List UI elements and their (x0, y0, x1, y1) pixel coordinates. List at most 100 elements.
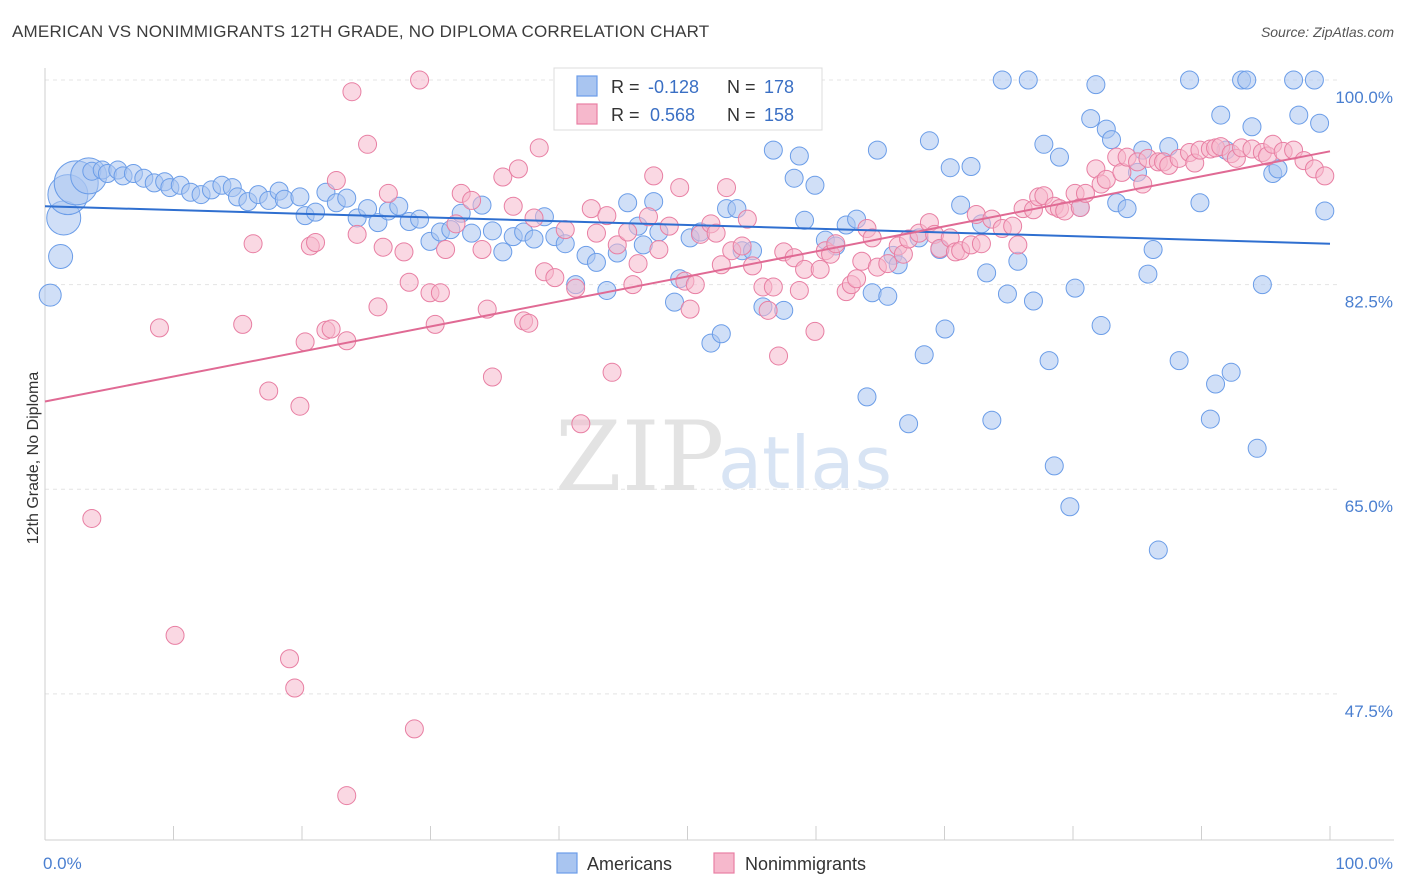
point-americans-94 (914, 345, 934, 365)
point-americans-80 (795, 210, 815, 230)
point-nonimmigrants-30 (436, 240, 456, 260)
point-nonimmigrants-20 (368, 297, 388, 317)
point-americans-103 (982, 410, 1002, 430)
point-nonimmigrants-45 (545, 268, 565, 288)
point-nonimmigrants-46 (555, 220, 575, 240)
point-americans-98 (940, 158, 960, 178)
point-americans-28 (290, 187, 310, 207)
point-nonimmigrants-25 (404, 719, 424, 739)
point-nonimmigrants-34 (472, 240, 492, 260)
point-americans-70 (711, 324, 731, 344)
point-americans-109 (1034, 134, 1054, 154)
point-americans-76 (763, 140, 783, 160)
point-nonimmigrants-76 (763, 277, 783, 297)
point-americans-139 (1242, 117, 1262, 137)
point-americans-95 (919, 131, 939, 151)
point-americans-132 (1200, 409, 1220, 429)
point-americans-47 (482, 221, 502, 241)
point-americans-120 (1101, 130, 1121, 150)
data-points (38, 70, 1335, 806)
point-nonimmigrants-52 (602, 362, 622, 382)
stat-n-label-nonimmigrants: N = (727, 105, 756, 125)
point-americans-144 (1284, 70, 1304, 90)
point-americans-107 (1018, 70, 1038, 90)
tick-labels: 47.5% 65.0% 82.5% 100.0% 0.0% 100.0% (43, 88, 1393, 873)
point-americans-147 (1310, 113, 1330, 133)
point-nonimmigrants-2 (165, 625, 185, 645)
point-nonimmigrants-41 (519, 313, 539, 333)
point-nonimmigrants-124 (1096, 169, 1116, 189)
point-nonimmigrants-24 (399, 272, 419, 292)
legend-swatch-americans (556, 852, 578, 874)
point-nonimmigrants-72 (737, 209, 757, 229)
chart-title: AMERICAN VS NONIMMIGRANTS 12TH GRADE, NO… (12, 22, 710, 41)
point-nonimmigrants-1 (149, 318, 169, 338)
point-nonimmigrants-23 (394, 242, 414, 262)
point-americans-130 (1180, 70, 1200, 90)
point-americans-51 (524, 229, 544, 249)
point-americans-99 (951, 195, 971, 215)
point-americans-104 (992, 70, 1012, 90)
stat-r-label-nonimmigrants: R = (611, 105, 640, 125)
point-americans-116 (1081, 109, 1101, 129)
point-americans-30 (306, 202, 326, 222)
point-americans-129 (1169, 351, 1189, 371)
point-nonimmigrants-77 (769, 346, 789, 366)
point-americans-1 (48, 244, 74, 270)
watermark-atlas: atlas (718, 421, 892, 505)
point-americans-102 (977, 263, 997, 283)
point-nonimmigrants-69 (717, 178, 737, 198)
point-americans-110 (1039, 351, 1059, 371)
point-nonimmigrants-11 (306, 233, 326, 253)
stat-r-label-americans: R = (611, 77, 640, 97)
point-americans-133 (1206, 374, 1226, 394)
point-nonimmigrants-19 (358, 134, 378, 154)
point-nonimmigrants-36 (482, 367, 502, 387)
stat-n-label-americans: N = (727, 77, 756, 97)
point-nonimmigrants-4 (243, 234, 263, 254)
point-americans-65 (664, 292, 684, 312)
point-americans-113 (1060, 497, 1080, 517)
point-americans-79 (789, 146, 809, 166)
point-nonimmigrants-58 (644, 166, 664, 186)
point-nonimmigrants-43 (529, 138, 549, 158)
point-americans-38 (389, 196, 409, 216)
watermark: ZIP atlas (555, 401, 892, 513)
point-nonimmigrants-129 (1133, 174, 1153, 194)
y-tick-label-0: 47.5% (1345, 702, 1393, 721)
point-americans-126 (1143, 240, 1163, 260)
point-nonimmigrants-51 (597, 206, 617, 226)
point-americans-81 (805, 175, 825, 195)
legend: Americans Nonimmigrants (556, 852, 866, 874)
legend-label-nonimmigrants: Nonimmigrants (745, 854, 866, 874)
point-nonimmigrants-89 (847, 269, 867, 289)
stat-n-value-nonimmigrants: 158 (764, 105, 794, 125)
stats-swatch-americans (576, 75, 598, 97)
stats-box: R = -0.128 N = 178 R = 0.568 N = 158 (553, 67, 823, 131)
point-americans-88 (867, 140, 887, 160)
point-nonimmigrants-29 (430, 283, 450, 303)
stat-n-value-americans: 178 (764, 77, 794, 97)
point-nonimmigrants-152 (1315, 166, 1335, 186)
stat-r-value-nonimmigrants: 0.568 (650, 105, 695, 125)
point-nonimmigrants-33 (462, 190, 482, 210)
point-americans-136 (1221, 362, 1241, 382)
x-tick-label-1: 100.0% (1335, 854, 1393, 873)
point-americans-146 (1304, 70, 1324, 90)
point-nonimmigrants-0 (82, 508, 102, 528)
stat-r-value-americans: -0.128 (648, 77, 699, 97)
point-americans-86 (857, 387, 877, 407)
point-nonimmigrants-55 (623, 275, 643, 295)
point-americans-140 (1247, 438, 1267, 458)
legend-swatch-nonimmigrants (713, 852, 735, 874)
point-nonimmigrants-50 (586, 223, 606, 243)
point-americans-145 (1289, 105, 1309, 125)
point-americans-87 (862, 283, 882, 303)
point-nonimmigrants-9 (295, 332, 315, 352)
point-nonimmigrants-8 (290, 396, 310, 416)
legend-label-americans: Americans (587, 854, 672, 874)
y-tick-label-1: 65.0% (1345, 497, 1393, 516)
point-americans-111 (1044, 456, 1064, 476)
point-americans-125 (1138, 264, 1158, 284)
